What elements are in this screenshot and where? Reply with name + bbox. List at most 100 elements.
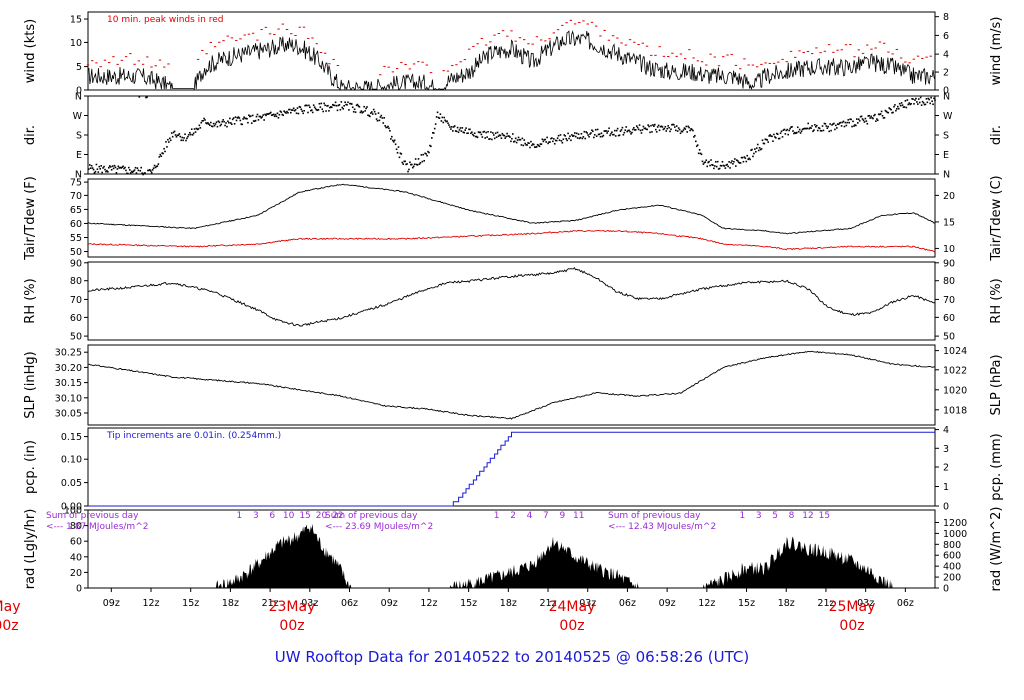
dir-dot (626, 130, 628, 133)
rad-hour-marker: 1 (494, 511, 500, 521)
dir-dot (611, 131, 613, 133)
left-tick-label: 30.20 (55, 363, 82, 374)
dir-dot (305, 104, 307, 107)
dir-dot (179, 135, 182, 138)
dir-dot (577, 133, 580, 136)
dir-dot (621, 126, 624, 129)
dir-dot (209, 124, 211, 126)
dir-dot (402, 163, 405, 165)
dir-dot (111, 165, 114, 167)
dir-dot (802, 128, 805, 130)
right-tick-label: 3 (943, 444, 949, 455)
day-hour-label: 00z (839, 618, 864, 634)
dir-dot (838, 122, 841, 124)
dir-dot (228, 121, 230, 124)
dir-dot (219, 124, 222, 127)
dir-dot (170, 132, 173, 134)
dir-dot (187, 135, 189, 138)
rad-hour-marker: 8 (789, 511, 795, 521)
dir-dot (745, 160, 748, 163)
dir-dot (617, 134, 620, 137)
dir-dot (313, 106, 316, 108)
panel-annotation: 10 min. peak winds in red (107, 15, 224, 25)
dir-dot (284, 111, 286, 114)
dir-dot (481, 136, 484, 138)
x-tick-label: 21z (539, 598, 556, 609)
dir-dot (449, 126, 451, 128)
dir-dot (795, 132, 797, 135)
dir-dot (791, 125, 793, 128)
dir-dot (535, 146, 538, 148)
dir-dot (319, 106, 322, 108)
dir-dot (786, 128, 789, 131)
dir-dot (452, 126, 455, 128)
day-date-label: 25May (829, 599, 876, 615)
dir-dot (769, 134, 771, 136)
dir-dot (386, 126, 388, 129)
dir-dot (178, 133, 181, 135)
dir-dot (831, 124, 833, 126)
dir-dot (222, 119, 224, 121)
dir-dot (418, 163, 421, 165)
dir-dot (504, 137, 507, 139)
dir-dot (270, 114, 273, 117)
dir-dot (318, 102, 321, 105)
dir-dot (702, 163, 705, 165)
dir-dot (261, 116, 264, 118)
dir-dot (392, 141, 395, 143)
dir-dot (92, 168, 95, 171)
dir-dot (717, 168, 720, 170)
dir-dot (576, 137, 579, 139)
dir-dot (433, 127, 436, 130)
left-tick-label: 80 (70, 521, 82, 532)
dir-dot (437, 116, 440, 119)
dir-dot (236, 117, 239, 119)
dir-dot (669, 130, 671, 133)
left-tick-label: 80 (70, 276, 82, 287)
dir-dot (253, 120, 256, 123)
right-tick-label: E (943, 150, 949, 161)
dir-dot (740, 156, 743, 159)
dir-dot (486, 136, 488, 138)
dir-dot (280, 111, 283, 113)
dir-dot (363, 105, 365, 108)
dir-dot (245, 117, 247, 120)
dir-dot (845, 124, 848, 127)
dir-dot (836, 123, 839, 125)
dir-dot (679, 132, 682, 135)
dir-dot (698, 149, 701, 151)
dir-dot (555, 139, 558, 142)
dir-dot (303, 109, 305, 112)
dir-dot (257, 119, 260, 121)
dir-dot (331, 103, 334, 106)
rad-hour-marker: 3 (253, 511, 259, 521)
dir-dot (907, 103, 910, 106)
dir-dot (189, 133, 192, 136)
dir-dot (227, 120, 229, 123)
left-axis-label: rad (Lgly/hr) (23, 509, 38, 590)
dir-dot (360, 110, 363, 112)
dir-dot (352, 110, 355, 113)
dir-dot (431, 137, 433, 139)
dir-dot (785, 129, 788, 132)
radiation-area (88, 523, 935, 588)
dir-dot (436, 111, 439, 114)
dir-dot (148, 168, 151, 171)
dir-dot (592, 130, 594, 133)
dir-dot (521, 137, 524, 140)
dir-dot (579, 136, 582, 139)
dir-dot (181, 136, 183, 139)
dir-dot (234, 116, 237, 118)
dir-dot (367, 114, 369, 117)
left-tick-label: 75 (70, 178, 82, 189)
dir-dot (168, 137, 171, 140)
dir-dot (269, 111, 272, 114)
dir-dot (523, 139, 526, 141)
dir-dot (128, 166, 130, 169)
dir-dot (603, 130, 606, 132)
dir-dot (735, 165, 737, 167)
dir-dot (887, 111, 890, 114)
right-tick-label: 1024 (943, 346, 967, 357)
dir-dot (480, 133, 483, 136)
dir-dot (790, 126, 792, 128)
